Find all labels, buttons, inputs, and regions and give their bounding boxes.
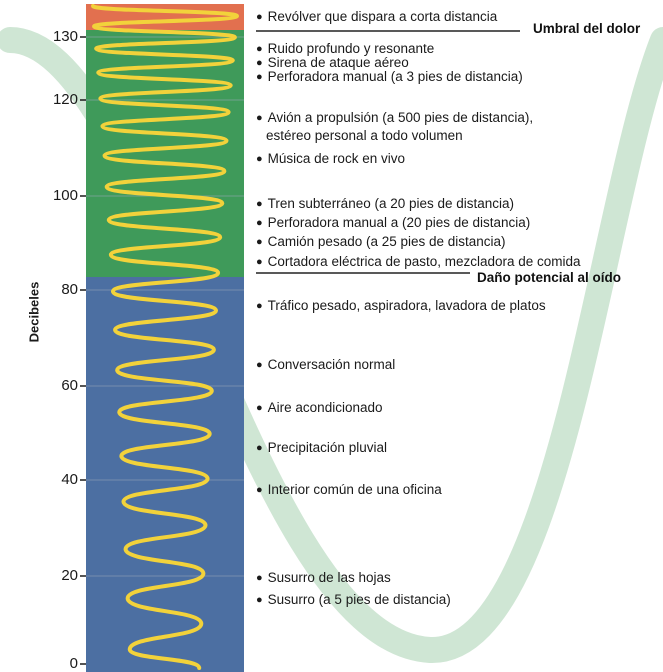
sound-item-label: Tren subterráneo (a 20 pies de distancia…	[267, 196, 515, 211]
sound-item: ● Susurro de las hojas	[256, 570, 391, 587]
tick-label-20: 20	[61, 567, 78, 584]
bullet-icon: ●	[256, 442, 263, 454]
tick-label-120: 120	[52, 91, 78, 108]
sound-item-label: Sirena de ataque aéreo	[267, 55, 409, 70]
axis-label-decibels: Decibeles	[26, 281, 42, 343]
bullet-icon: ●	[256, 57, 263, 69]
tick-label-80: 80	[61, 281, 78, 298]
sound-item: ● Interior común de una oficina	[256, 482, 442, 499]
sound-item: ● Tráfico pesado, aspiradora, lavadora de…	[256, 298, 546, 315]
bullet-icon: ●	[256, 11, 263, 23]
sound-item-label: Música de rock en vivo	[267, 151, 405, 166]
bullet-icon: ●	[256, 217, 263, 229]
sound-item-label: Susurro (a 5 pies de distancia)	[267, 592, 451, 607]
sound-item-continuation: estéreo personal a todo volumen	[266, 128, 463, 144]
bullet-icon: ●	[256, 594, 263, 606]
sound-item: ● Tren subterráneo (a 20 pies de distanci…	[256, 196, 514, 213]
sound-item: ● Susurro (a 5 pies de distancia)	[256, 592, 451, 609]
sound-item: ● Precipitación pluvial	[256, 440, 387, 457]
sound-item-label: Camión pesado (a 25 pies de distancia)	[267, 234, 506, 249]
sound-item-label: Tráfico pesado, aspiradora, lavadora de …	[267, 298, 546, 313]
sound-item: ● Ruido profundo y resonante	[256, 41, 434, 58]
sound-item: ● Música de rock en vivo	[256, 151, 405, 168]
sound-item: ● Cortadora eléctrica de pasto, mezclador…	[256, 254, 581, 271]
sound-item-label: Ruido profundo y resonante	[267, 41, 435, 56]
sound-item: ● Avión a propulsión (a 500 pies de dista…	[256, 110, 533, 127]
sound-item-label: Perforadora manual a (20 pies de distanc…	[267, 215, 531, 230]
bullet-icon: ●	[256, 572, 263, 584]
bullet-icon: ●	[256, 402, 263, 414]
sound-wave	[91, 4, 240, 670]
sound-item-label: Perforadora manual (a 3 pies de distanci…	[267, 69, 523, 84]
tick-label-0: 0	[69, 655, 78, 672]
tick-label-60: 60	[61, 377, 78, 394]
bullet-icon: ●	[256, 359, 263, 371]
sound-item: ● Camión pesado (a 25 pies de distancia)	[256, 234, 506, 251]
sound-item: ● Sirena de ataque aéreo	[256, 55, 409, 72]
sound-item-label: Cortadora eléctrica de pasto, mezcladora…	[267, 254, 581, 269]
bullet-icon: ●	[256, 300, 263, 312]
tick-label-100: 100	[52, 187, 78, 204]
bullet-icon: ●	[256, 484, 263, 496]
sound-item-label: estéreo personal a todo volumen	[266, 128, 463, 143]
safe-zone	[86, 277, 244, 672]
sound-item-label: Interior común de una oficina	[267, 482, 442, 497]
bullet-icon: ●	[256, 71, 263, 83]
sound-item-label: Revólver que dispara a corta distancia	[267, 9, 498, 24]
sound-item: ● Perforadora manual (a 3 pies de distanc…	[256, 69, 523, 86]
tick-marks	[80, 36, 86, 665]
tick-label-40: 40	[61, 471, 78, 488]
sound-item-label: Conversación normal	[267, 357, 396, 372]
bullet-icon: ●	[256, 43, 263, 55]
sound-item-label: Precipitación pluvial	[267, 440, 387, 455]
sound-item-label: Susurro de las hojas	[267, 570, 391, 585]
sound-item: ● Revólver que dispara a corta distancia	[256, 9, 497, 26]
damage-threshold-label: Daño potencial al oído	[477, 270, 622, 285]
bullet-icon: ●	[256, 256, 263, 268]
sound-item: ● Perforadora manual a (20 pies de distan…	[256, 215, 530, 232]
tick-label-130: 130	[52, 28, 78, 45]
sound-item-label: Aire acondicionado	[267, 400, 383, 415]
sound-item: ● Conversación normal	[256, 357, 395, 374]
sound-item-label: Avión a propulsión (a 500 pies de distan…	[267, 110, 534, 125]
bullet-icon: ●	[256, 236, 263, 248]
sound-item: ● Aire acondicionado	[256, 400, 383, 417]
bullet-icon: ●	[256, 153, 263, 165]
bullet-icon: ●	[256, 198, 263, 210]
bullet-icon: ●	[256, 112, 263, 124]
pain-threshold-label: Umbral del dolor	[533, 21, 641, 36]
